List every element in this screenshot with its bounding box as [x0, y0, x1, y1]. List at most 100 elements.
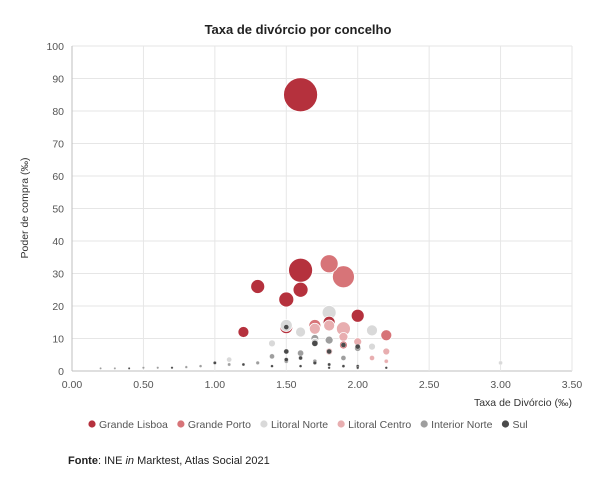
legend-marker	[501, 420, 510, 428]
gridlines	[71, 45, 573, 372]
y-tick-label: 10	[52, 334, 64, 346]
bubble-interior-norte	[156, 366, 160, 370]
source-italic: in	[125, 455, 135, 467]
x-tick-label: 1.00	[205, 379, 226, 391]
legend: Grande Lisboa Grande Porto Litoral Norte Li…	[88, 419, 528, 431]
bubble-sul	[284, 357, 289, 362]
source-note: Fonte: INE in Marktest, Atlas Social 202…	[68, 455, 270, 467]
y-tick-label: 30	[52, 269, 64, 281]
legend-label: Interior Norte	[431, 419, 492, 431]
bubble-grande-lisboa	[278, 291, 295, 308]
legend-marker	[420, 420, 428, 428]
bubble-interior-norte	[142, 366, 145, 370]
bubble-interior-norte	[184, 365, 188, 369]
legend-item-litoral-norte: Litoral Norte	[260, 419, 328, 431]
source-suffix: Marktest, Atlas Social 2021	[134, 455, 270, 467]
y-axis-label: Poder de compra (‰)	[19, 158, 31, 259]
bubble-grande-lisboa	[250, 279, 266, 294]
bubble-grande-lisboa	[292, 281, 309, 298]
x-tick-label: 3.50	[562, 379, 583, 391]
x-axis-label: Taxa de Divórcio (‰)	[474, 397, 572, 409]
y-tick-label: 70	[52, 139, 64, 151]
legend-marker	[337, 420, 345, 428]
bubble-interior-norte	[340, 355, 347, 361]
bubble-litoral-centro	[338, 331, 349, 342]
bubble-interior-norte	[255, 360, 260, 365]
bubble-sul	[241, 362, 246, 367]
bubble-sul	[326, 348, 332, 355]
legend-marker	[88, 420, 96, 428]
bubble-sul	[283, 324, 289, 330]
bubble-sul	[213, 361, 217, 365]
bubble-interior-norte	[99, 367, 102, 370]
y-axis-ticks: 0 10 20 30 40 50 60 70 80 90 100	[46, 41, 64, 378]
legend-marker	[260, 420, 268, 428]
bubble-grande-porto	[380, 329, 393, 342]
x-tick-label: 2.50	[419, 379, 440, 391]
bubble-litoral-centro	[369, 355, 375, 361]
bubble-litoral-norte	[226, 356, 232, 363]
x-tick-label: 1.50	[276, 379, 297, 391]
bubble-grande-porto	[332, 265, 355, 289]
bubble-sul	[340, 342, 347, 348]
bubble-litoral-centro	[382, 347, 391, 356]
bubble-sul	[312, 360, 317, 365]
bubble-litoral-norte	[268, 339, 276, 348]
legend-marker	[177, 420, 185, 428]
bubble-litoral-norte	[368, 342, 376, 351]
y-tick-label: 60	[52, 171, 64, 183]
bubble-sul	[355, 343, 361, 350]
bubble-litoral-centro	[323, 319, 336, 332]
legend-label: Grande Lisboa	[99, 419, 168, 431]
legend-label: Litoral Norte	[271, 419, 328, 431]
bubble-sul	[341, 364, 346, 368]
bubble-sul	[298, 355, 303, 361]
bubble-interior-norte	[324, 335, 334, 345]
bubble-grande-lisboa	[350, 308, 365, 323]
x-axis-ticks: 0.00 0.50 1.00 1.50 2.00 2.50 3.00 3.50	[62, 379, 583, 391]
legend-label: Grande Porto	[188, 419, 251, 431]
bubble-sul	[299, 364, 303, 368]
bubble-grande-lisboa	[283, 77, 318, 113]
chart-title: Taxa de divórcio por concelho	[205, 22, 392, 37]
bubble-litoral-norte	[498, 360, 503, 366]
bubbles	[99, 77, 503, 370]
bubble-sul	[127, 367, 131, 370]
bubble-grande-lisboa	[288, 257, 313, 283]
bubble-sul	[356, 366, 360, 370]
bubble-grande-porto	[319, 254, 339, 274]
bubble-litoral-centro	[308, 322, 321, 335]
bubble-sul	[283, 348, 289, 355]
y-tick-label: 80	[52, 106, 64, 118]
legend-item-sul: Sul	[501, 419, 528, 431]
source-label: Fonte	[68, 455, 98, 467]
bubble-sul	[327, 362, 331, 367]
bubble-sul	[170, 366, 174, 370]
bubble-interior-norte	[227, 362, 231, 367]
bubble-sul	[384, 366, 388, 370]
bubble-interior-norte	[269, 353, 275, 360]
legend-label: Sul	[512, 419, 527, 431]
x-tick-label: 2.00	[347, 379, 368, 391]
y-tick-label: 20	[52, 301, 64, 313]
bubble-grande-lisboa	[237, 326, 250, 338]
x-tick-label: 0.50	[133, 379, 154, 391]
y-tick-label: 90	[52, 74, 64, 86]
legend-item-litoral-centro: Litoral Centro	[337, 419, 411, 431]
y-tick-label: 40	[52, 236, 64, 248]
bubble-interior-norte	[199, 364, 203, 368]
legend-item-grande-porto: Grande Porto	[177, 419, 251, 431]
y-tick-label: 50	[52, 204, 64, 216]
bubble-interior-norte	[297, 349, 304, 357]
bubble-chart: Taxa de divórcio por concelho 0 10 20 30 40 5…	[19, 22, 583, 431]
x-tick-label: 3.00	[490, 379, 511, 391]
y-tick-label: 0	[58, 366, 64, 378]
bubble-sul	[270, 364, 274, 368]
legend-label: Litoral Centro	[348, 419, 411, 431]
y-tick-label: 100	[46, 41, 64, 53]
bubble-interior-norte	[113, 367, 117, 370]
bubble-litoral-norte	[295, 326, 306, 338]
bubble-sul	[327, 366, 331, 370]
bubble-litoral-norte	[366, 324, 378, 337]
